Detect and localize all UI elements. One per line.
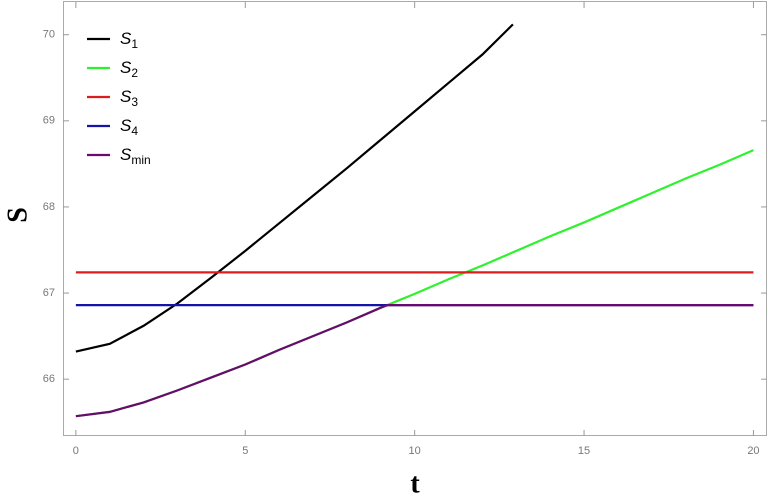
legend-label: Smin <box>120 145 151 167</box>
x-tick-label: 20 <box>747 445 759 457</box>
y-tick-label: 66 <box>43 373 55 385</box>
y-axis-label: S <box>2 207 33 223</box>
plot-frame <box>63 1 767 436</box>
x-tick-label: 5 <box>242 445 248 457</box>
x-tick-label: 0 <box>73 445 79 457</box>
legend-label: S1 <box>120 29 138 51</box>
x-tick-label: 10 <box>409 445 421 457</box>
series-line <box>75 23 514 353</box>
y-tick-label: 68 <box>43 201 55 213</box>
x-axis-label: t <box>410 468 420 499</box>
legend-label: S3 <box>120 87 138 109</box>
series-line <box>75 304 754 418</box>
series-line <box>75 149 754 418</box>
y-tick-label: 70 <box>43 29 55 41</box>
y-tick-label: 67 <box>43 287 55 299</box>
legend-label: S2 <box>120 58 138 80</box>
x-tick-label: 15 <box>578 445 590 457</box>
y-tick-label: 69 <box>43 115 55 127</box>
legend-label: S4 <box>120 116 138 138</box>
